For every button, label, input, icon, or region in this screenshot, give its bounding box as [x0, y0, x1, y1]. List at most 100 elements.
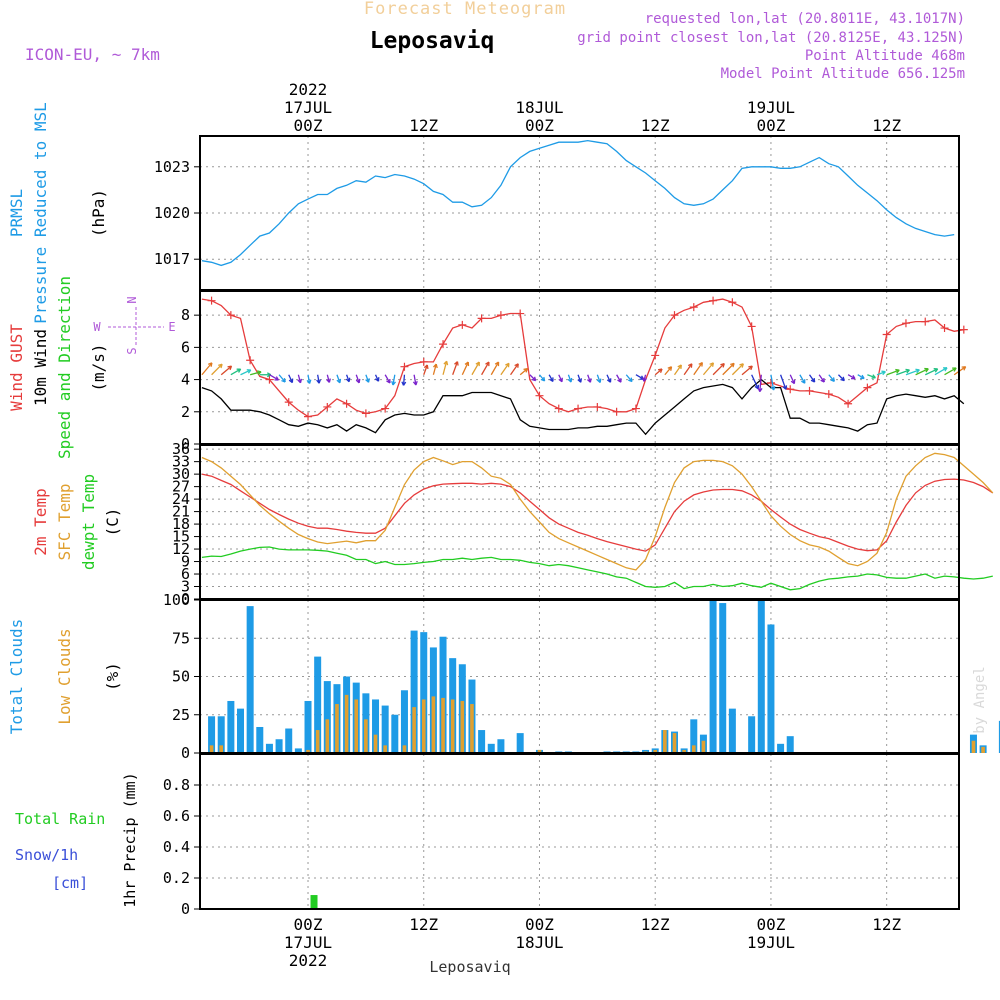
wind-arrow-head	[475, 361, 480, 367]
pressure-labels: PRMSL Pressure Reduced to MSL (hPa)	[7, 102, 108, 324]
wind-arrow-head	[464, 361, 470, 367]
wind-arrow	[297, 374, 302, 383]
y-tick-label: 0	[181, 744, 190, 762]
wind-arrow	[490, 361, 500, 376]
total-cloud-bar	[285, 728, 293, 753]
wind-arrow-head	[657, 368, 663, 373]
gust-marker	[535, 391, 544, 400]
time-label: 00Z	[294, 116, 323, 135]
wind-arrow-head	[227, 365, 233, 371]
wind-arrow	[317, 374, 320, 384]
wind-arrow-head	[757, 387, 763, 393]
total-cloud-bar	[217, 716, 225, 753]
y-tick-label: 0.4	[163, 838, 190, 856]
wind-arrow	[606, 374, 612, 383]
wind-arrow-head	[336, 378, 342, 384]
wind-arrow-head	[952, 367, 957, 372]
pressure-line	[201, 139, 955, 267]
low-cloud-bar	[219, 745, 224, 753]
wind-arrow-head	[617, 378, 622, 383]
wind-arrow-head	[207, 362, 213, 367]
wind-arrow	[413, 374, 417, 386]
y-tick-label: 100	[163, 591, 190, 609]
wind-arrow	[934, 367, 948, 376]
gust-marker	[554, 404, 563, 413]
total-cloud-bar	[227, 700, 235, 753]
gust-marker	[284, 398, 293, 407]
wind-arrow-head	[386, 378, 391, 384]
wind-arrow	[886, 369, 900, 376]
y-tick-label: 25	[172, 706, 190, 724]
gust-marker	[747, 322, 756, 331]
wind-arrow-head	[748, 365, 753, 371]
wind-arrow-head	[667, 366, 673, 371]
wind-arrow-head	[412, 380, 418, 386]
y-tick-label: 6	[181, 565, 190, 583]
gust-marker	[651, 351, 660, 360]
gust-marker	[959, 325, 968, 334]
time-label: 19JUL	[747, 98, 795, 117]
gust-marker	[516, 309, 525, 318]
total-cloud-bar	[265, 743, 273, 753]
low-cloud-bar	[470, 704, 474, 753]
wind-panel: 0 2 4 6 8	[181, 290, 968, 453]
y-tick-label: 15	[172, 528, 190, 546]
wind-arrow	[654, 368, 663, 376]
panel-label: dewpt Temp	[79, 474, 98, 570]
compass-south: S	[125, 347, 139, 354]
wind-arrow	[384, 374, 391, 384]
wind-arrow-head	[494, 361, 500, 367]
wind-arrow-head	[698, 361, 703, 367]
wind-arrow	[876, 371, 886, 376]
gust-marker	[901, 319, 910, 328]
total-cloud-bar	[381, 705, 389, 753]
low-cloud-bar	[431, 696, 436, 753]
gust-marker	[824, 390, 833, 399]
total-cloud-bar	[748, 716, 756, 753]
wind-arrow	[616, 374, 622, 383]
panel-label: Pressure Reduced to MSL	[31, 102, 50, 324]
wind-arrow	[693, 362, 703, 376]
wind-arrow-head	[770, 386, 776, 391]
wind-arrow	[770, 374, 775, 391]
total-cloud-bar	[400, 690, 408, 753]
temp-sfc-line	[201, 452, 994, 571]
rain-bar	[310, 895, 318, 909]
total-cloud-bar	[777, 743, 785, 753]
wind-arrow	[355, 374, 360, 384]
wind-arrow	[278, 374, 286, 383]
time-label: 00Z	[525, 116, 554, 135]
wind-arrow	[336, 374, 341, 384]
total-cloud-bar	[516, 733, 524, 753]
low-cloud-bar	[209, 745, 214, 753]
y-tick-label: 50	[172, 668, 190, 686]
low-cloud-bar	[325, 719, 330, 753]
precipitation-panel: 0 0.2 0.4 0.6 0.8	[163, 753, 960, 918]
wind-arrow-head	[642, 377, 648, 382]
gust-marker	[612, 407, 621, 416]
wind-arrow-head	[505, 362, 510, 368]
wind-arrow-head	[933, 368, 939, 373]
low-cloud-bar	[441, 697, 445, 753]
y-tick-label: 0.8	[163, 776, 190, 794]
wind-arrow-head	[540, 376, 546, 382]
gust-marker	[265, 375, 274, 384]
low-cloud-bar	[344, 694, 349, 753]
time-label: 19JUL	[747, 933, 795, 952]
panel-label: (%)	[103, 662, 122, 691]
wind-arrow-head	[514, 363, 519, 368]
wind-arrow	[423, 364, 428, 375]
gust-marker	[689, 303, 698, 312]
panel-label: PRMSL	[7, 189, 26, 237]
y-tick-label: 18	[172, 515, 190, 533]
y-tick-label: 6	[181, 338, 190, 356]
panel-label: (hPa)	[89, 189, 108, 237]
low-cloud-bar	[421, 699, 426, 753]
gust-marker	[940, 324, 949, 333]
wind-arrow	[751, 374, 759, 390]
y-tick-label: 4	[181, 371, 190, 389]
wind-arrow	[673, 364, 682, 376]
wind-arrow-head	[567, 377, 573, 383]
wind-arrow-head	[687, 363, 693, 368]
